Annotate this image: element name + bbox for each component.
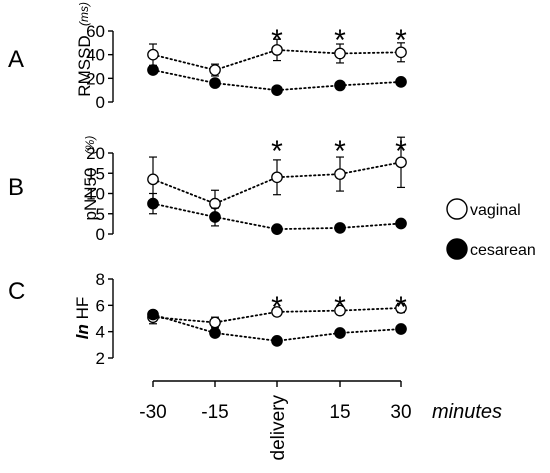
data-point-vaginal [395, 46, 407, 59]
y-axis-label-prefix: ln [73, 319, 92, 339]
y-tick-label: 0 [96, 225, 105, 244]
series-cesarean [147, 64, 407, 97]
y-tick-label: 20 [86, 69, 105, 88]
data-point-cesarean [271, 84, 283, 97]
data-point-cesarean [271, 223, 283, 235]
y-tick-label: 10 [86, 185, 105, 204]
data-point-vaginal [271, 306, 283, 318]
y-axis-unit: (ms) [77, 2, 91, 26]
significance-star: * [271, 135, 283, 168]
y-axis-label: RMSSD [75, 35, 94, 96]
significance-star: * [334, 291, 346, 324]
x-axis: -30 -15 delivery 15 30 [139, 380, 412, 461]
y-tick-label: 8 [96, 270, 105, 289]
significance-star: * [395, 24, 407, 57]
x-tick-label: 30 [390, 402, 411, 423]
legend-label-cesarean: cesarean [470, 242, 536, 259]
legend-marker-filled-circle [446, 238, 468, 260]
series-cesarean [147, 192, 407, 235]
significance-star: * [271, 291, 283, 324]
data-point-cesarean [395, 217, 407, 230]
data-point-cesarean [334, 222, 346, 234]
data-point-vaginal [334, 304, 346, 317]
data-point-vaginal [147, 173, 159, 186]
data-point-vaginal [334, 168, 346, 180]
y-tick-label: 20 [86, 144, 105, 163]
y-tick-label: 5 [96, 205, 105, 224]
significance-star: * [334, 24, 346, 57]
series-cesarean [147, 308, 407, 347]
x-tick-label: -15 [201, 402, 228, 423]
significance-star: * [271, 24, 283, 57]
data-point-vaginal [271, 171, 283, 184]
data-point-cesarean [147, 197, 159, 210]
data-point-vaginal [334, 47, 346, 60]
series-line-vaginal [152, 161, 402, 205]
panel-letter: C [8, 278, 25, 305]
y-axis-label-text: HF [73, 297, 92, 320]
x-tick-label: 15 [329, 402, 350, 423]
series-vaginal [147, 38, 407, 77]
y-tick-label: 60 [86, 22, 105, 41]
y-axis-label: pNN50 [81, 168, 100, 221]
significance-star: * [334, 135, 346, 168]
significance-star: * [395, 291, 407, 324]
data-point-vaginal [395, 156, 407, 169]
y-tick-label: 15 [86, 164, 105, 183]
y-axis-label: ln HF [73, 297, 92, 340]
panel-letter: B [8, 174, 24, 201]
data-point-cesarean [395, 323, 407, 335]
data-point-cesarean [334, 79, 346, 92]
data-point-cesarean [147, 64, 159, 76]
data-point-cesarean [271, 335, 283, 347]
y-tick-label: 2 [96, 349, 105, 368]
data-point-vaginal [271, 44, 283, 56]
data-point-vaginal [209, 197, 221, 210]
data-point-vaginal [147, 48, 159, 61]
legend-item-vaginal: vaginal [446, 198, 521, 220]
data-point-vaginal [395, 302, 407, 314]
y-axis-unit: (%) [83, 136, 97, 155]
y-axis-label-text: RMSSD [75, 35, 94, 96]
data-point-cesarean [209, 211, 221, 223]
data-point-cesarean [147, 308, 159, 321]
data-point-cesarean [209, 77, 221, 89]
x-tick-label: delivery [268, 395, 289, 461]
series-line-vaginal [152, 49, 402, 71]
legend-marker-open-circle [446, 198, 468, 220]
x-unit-label: minutes [432, 401, 502, 423]
data-point-cesarean [209, 327, 221, 339]
significance-star: * [395, 135, 407, 168]
legend-label-vaginal: vaginal [470, 202, 521, 219]
panel-letter: A [8, 46, 24, 73]
data-point-cesarean [334, 327, 346, 339]
x-tick-label: -30 [139, 402, 166, 423]
y-tick-label: 4 [96, 323, 105, 342]
legend-item-cesarean: cesarean [446, 238, 536, 260]
y-tick-label: 0 [96, 93, 105, 112]
data-point-vaginal [209, 316, 221, 329]
legend: vaginal cesarean [446, 198, 536, 260]
data-point-cesarean [395, 76, 407, 88]
y-tick-label: 40 [86, 46, 105, 65]
y-axis-label-text: pNN50 [81, 168, 100, 221]
data-point-vaginal [209, 64, 221, 76]
y-tick-label: 6 [96, 296, 105, 315]
